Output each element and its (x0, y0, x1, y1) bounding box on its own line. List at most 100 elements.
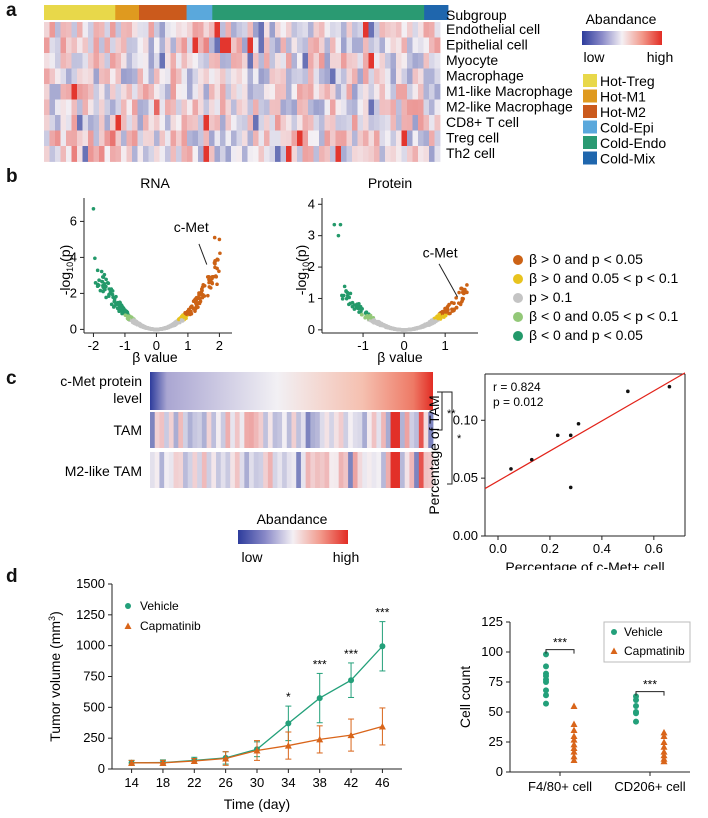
heatmap-cell (121, 115, 127, 131)
heatmap-cell (412, 68, 419, 85)
heatmap-cell (313, 130, 320, 147)
rna-point (119, 303, 124, 307)
row-label-cmet-level: level (113, 390, 142, 406)
heatmap-cell (330, 130, 336, 147)
vehicle-marker (348, 677, 355, 684)
rna-ytick-label: 4 (70, 249, 77, 264)
heatmap-cell (374, 115, 380, 131)
protein-point (379, 322, 384, 326)
heatmap-cell (401, 53, 408, 69)
tam-heatmap-cell (230, 452, 236, 488)
tam-heatmap-cell (234, 412, 241, 448)
heatmap-cell (137, 146, 144, 162)
heatmap-cell (49, 68, 56, 85)
heatmap-cell (225, 22, 232, 38)
heatmap-cell (93, 99, 100, 116)
heatmap-cell (308, 68, 314, 85)
heatmap-cell (308, 37, 314, 54)
heatmap-cell (115, 22, 122, 38)
heatmap-cell (203, 68, 210, 85)
heatmap-cell (93, 130, 100, 147)
heatmap-cell (187, 99, 193, 116)
dot-ytick-label: 100 (481, 644, 503, 659)
heatmap-cell (187, 115, 193, 131)
heatmap-cell (429, 146, 435, 162)
heatmap-cell (269, 99, 276, 116)
heatmap-cell (253, 99, 259, 116)
tam-heatmap-cell (178, 412, 184, 448)
tam-heatmap-cell (282, 452, 288, 488)
heatmap-cell (203, 115, 210, 131)
heatmap-cell (247, 146, 254, 162)
heatmap-cell (55, 37, 61, 54)
protein-point (384, 324, 389, 329)
vehicle-marker (316, 695, 323, 702)
heatmap-cell (44, 115, 50, 131)
heatmap-cell (220, 130, 226, 147)
heatmap-cell (154, 22, 160, 38)
heatmap-cell (110, 146, 116, 162)
tam-heatmap-cell (168, 452, 174, 488)
panel-a: Endothelial cell Epithelial cell Myocyte Ma… (0, 0, 708, 167)
heatmap-cell (220, 84, 226, 100)
heatmap-cell (170, 53, 177, 69)
heatmap-cell (385, 84, 391, 100)
heatmap-cell (165, 115, 171, 131)
panel-letter-a: a (6, 0, 17, 21)
rna-point (95, 268, 100, 273)
heatmap-cell (346, 84, 353, 100)
rna-point (97, 278, 101, 282)
heatmap-cell (297, 53, 303, 69)
heatmap-cell (390, 22, 397, 38)
rna-point (213, 274, 218, 278)
rna-point (104, 277, 108, 282)
heatmap-cell (324, 115, 331, 131)
vehicle-dot (633, 710, 639, 717)
protein-point (448, 311, 452, 316)
heatmap-cell (181, 115, 188, 131)
capmatinib-marker (190, 757, 198, 764)
heatmap-cell (99, 37, 105, 54)
tam-heatmap-cell (187, 412, 193, 448)
heatmap-cell (302, 130, 309, 147)
heatmap-cell (374, 53, 380, 69)
rna-point (213, 265, 217, 270)
heatmap-cell (143, 53, 149, 69)
heatmap-cell (236, 130, 243, 147)
capmatinib-dot (660, 738, 668, 745)
corr-point (568, 433, 573, 438)
protein-point (348, 291, 353, 296)
protein-point (452, 307, 457, 311)
heatmap-cell (247, 84, 254, 100)
dot-category-label-0: F4/80+ cell (528, 779, 592, 794)
heatmap-cell (71, 146, 78, 162)
rna-point (194, 300, 198, 305)
heatmap-cell (159, 37, 166, 54)
heatmap-cell (280, 22, 287, 38)
heatmap-cell (418, 130, 424, 147)
heatmap-cell (352, 146, 358, 162)
rna-point (107, 287, 112, 291)
heatmap-cell (209, 99, 215, 116)
capmatinib-dot (570, 702, 578, 709)
heatmap-cell (335, 53, 342, 69)
heatmap-cell (412, 22, 419, 38)
heatmap-cell (291, 115, 298, 131)
corr-ytick-label: 0.05 (453, 470, 478, 485)
heatmap-cell (55, 84, 61, 100)
rna-point (97, 283, 101, 288)
heatmap-cell (335, 130, 342, 147)
rna-point (113, 295, 117, 300)
protein-point (419, 324, 424, 329)
heatmap-cell (297, 37, 303, 54)
heatmap-cell (412, 130, 419, 147)
row-label-3: Macrophage (446, 68, 524, 84)
tam-heatmap-cell (258, 452, 264, 488)
rna-point (111, 305, 116, 309)
heatmap-cell (60, 84, 67, 100)
heatmap-cell (203, 22, 210, 38)
protein-point (392, 327, 396, 331)
heatmap-cell (352, 37, 358, 54)
capmatinib-dot (570, 752, 578, 760)
heatmap-cell (407, 53, 413, 69)
